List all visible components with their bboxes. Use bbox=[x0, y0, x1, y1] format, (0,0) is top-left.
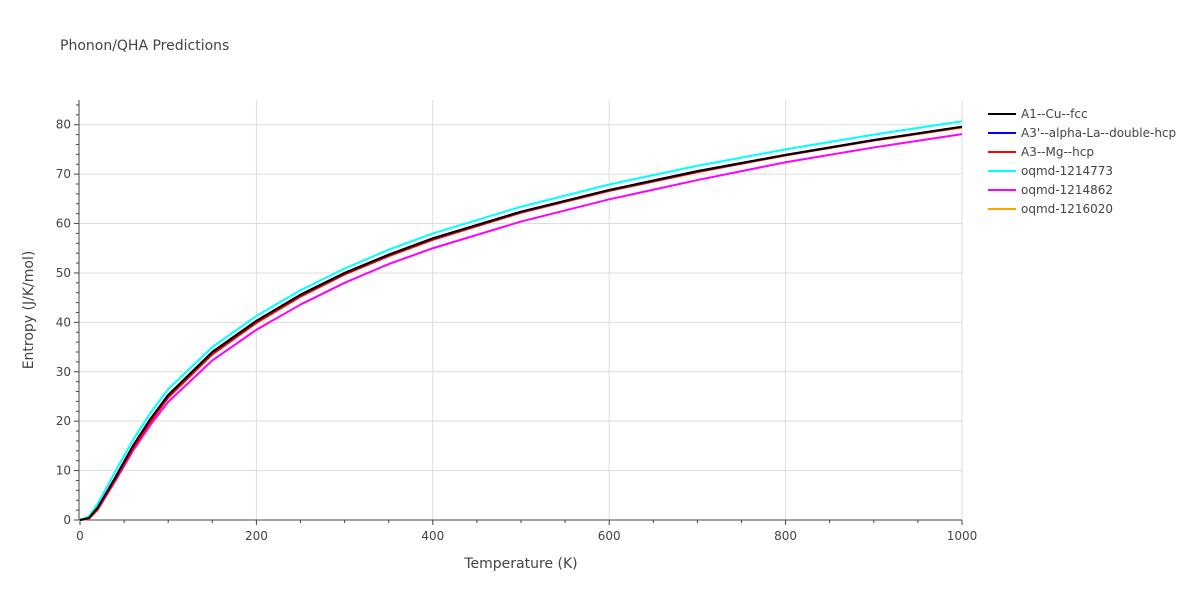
legend-label: oqmd-1214862 bbox=[1021, 183, 1113, 197]
y-tick-label: 10 bbox=[56, 464, 71, 478]
y-tick-label: 70 bbox=[56, 167, 71, 181]
grid bbox=[80, 100, 963, 520]
legend: A1--Cu--fcc A3'--alpha-La--double-hcp A3--… bbox=[988, 107, 1176, 216]
series-lines bbox=[79, 120, 963, 521]
series-line-A1--Cu--fcc bbox=[79, 125, 963, 521]
legend-label: oqmd-1214773 bbox=[1021, 164, 1113, 178]
y-tick-label: 60 bbox=[56, 217, 71, 231]
axes: 0 200 400 600 800 1000 0 10 20 30 40 50 60 70 80 bbox=[56, 100, 978, 543]
chart-title: Phonon/QHA Predictions bbox=[60, 38, 229, 54]
y-tick-label: 80 bbox=[56, 118, 71, 132]
x-tick-label: 0 bbox=[76, 529, 84, 543]
x-tick-label: 400 bbox=[421, 529, 444, 543]
series-line-oqmd-1216020 bbox=[79, 126, 963, 521]
series-line-A3--Mg--hcp bbox=[79, 126, 963, 521]
x-axis-title: Temperature (K) bbox=[463, 556, 577, 572]
y-tick-label: 50 bbox=[56, 266, 71, 280]
legend-label: A1--Cu--fcc bbox=[1021, 107, 1088, 121]
x-tick-label: 600 bbox=[598, 529, 621, 543]
legend-label: A3--Mg--hcp bbox=[1021, 145, 1094, 159]
x-tick-label: 1000 bbox=[947, 529, 978, 543]
y-tick-label: 0 bbox=[63, 513, 71, 527]
series-line-oqmd-1214773 bbox=[79, 120, 963, 521]
y-tick-label: 20 bbox=[56, 414, 71, 428]
x-tick-label: 200 bbox=[245, 529, 268, 543]
series-line-oqmd-1214862 bbox=[79, 133, 963, 521]
legend-label: oqmd-1216020 bbox=[1021, 202, 1113, 216]
x-tick-label: 800 bbox=[774, 529, 797, 543]
legend-label: A3'--alpha-La--double-hcp bbox=[1021, 126, 1176, 140]
y-axis-title: Entropy (J/K/mol) bbox=[21, 251, 37, 370]
y-tick-label: 30 bbox=[56, 365, 71, 379]
y-tick-label: 40 bbox=[56, 315, 71, 329]
series-line-A3'--alpha-La--double-hcp bbox=[79, 125, 963, 521]
